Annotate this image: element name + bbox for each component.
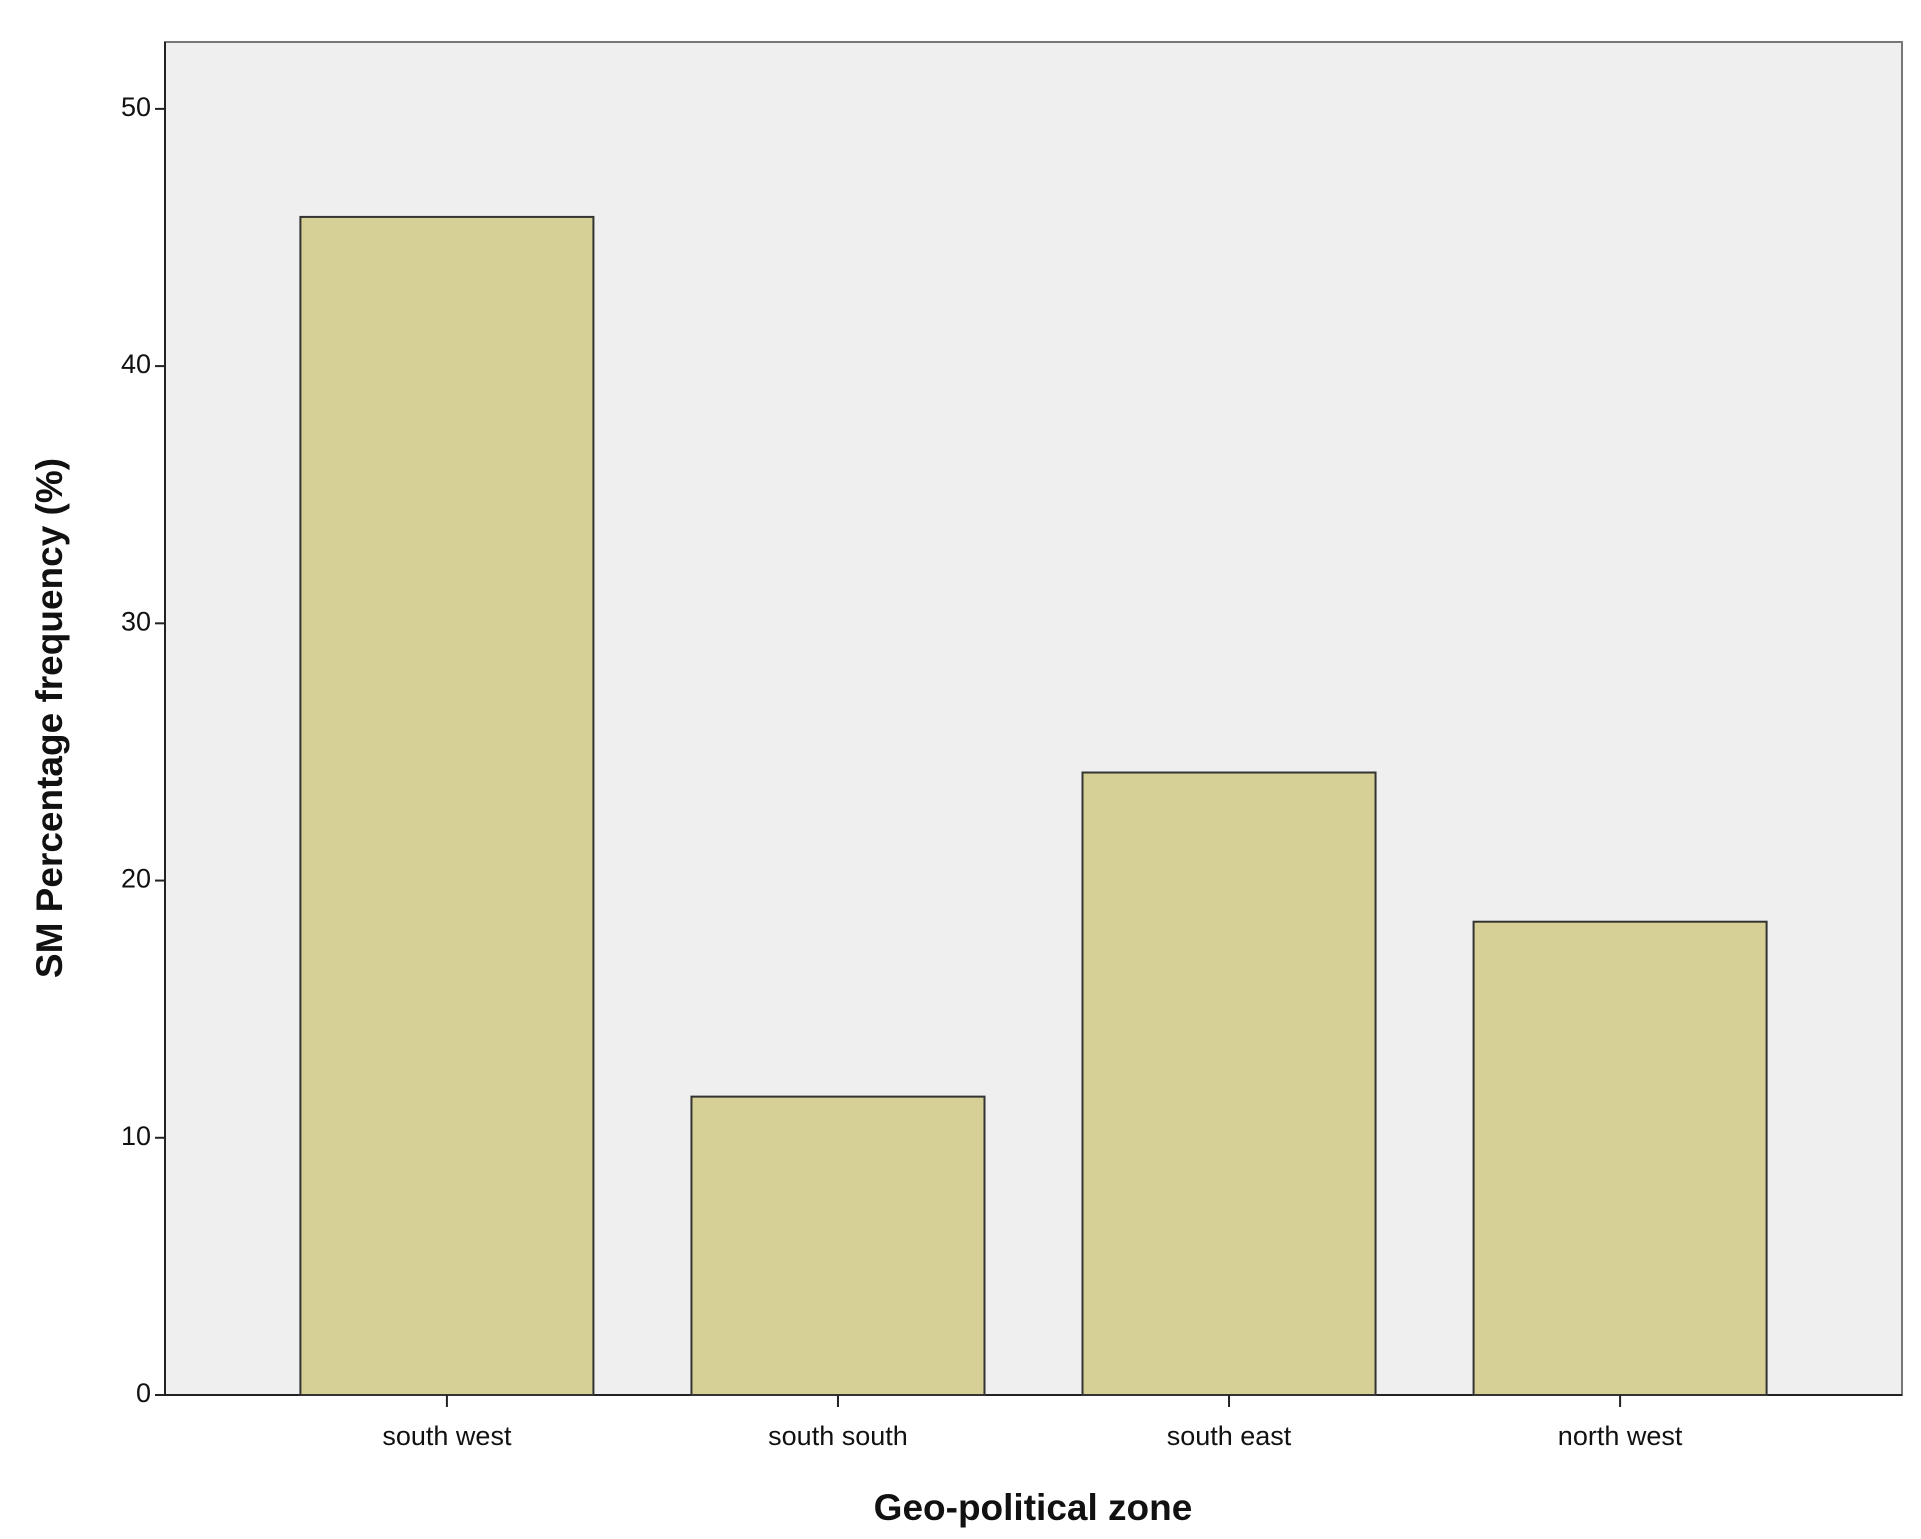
x-tick-label: south west bbox=[382, 1421, 512, 1451]
bar bbox=[1472, 920, 1768, 1396]
y-tick-label: 50 bbox=[121, 92, 151, 122]
x-tick-label: north west bbox=[1558, 1421, 1683, 1451]
bar bbox=[690, 1095, 986, 1396]
x-tick-label: south east bbox=[1167, 1421, 1292, 1451]
y-tick-label: 0 bbox=[136, 1378, 151, 1408]
y-tick-label: 10 bbox=[121, 1121, 151, 1151]
y-tick-label: 30 bbox=[121, 606, 151, 636]
x-axis-title: Geo-political zone bbox=[874, 1487, 1193, 1528]
bar bbox=[1081, 771, 1377, 1396]
x-tick-label: south south bbox=[768, 1421, 908, 1451]
y-axis-title: SM Percentage frequency (%) bbox=[29, 458, 70, 978]
bar bbox=[299, 215, 595, 1396]
y-tick-label: 40 bbox=[121, 349, 151, 379]
y-tick-label: 20 bbox=[121, 864, 151, 894]
